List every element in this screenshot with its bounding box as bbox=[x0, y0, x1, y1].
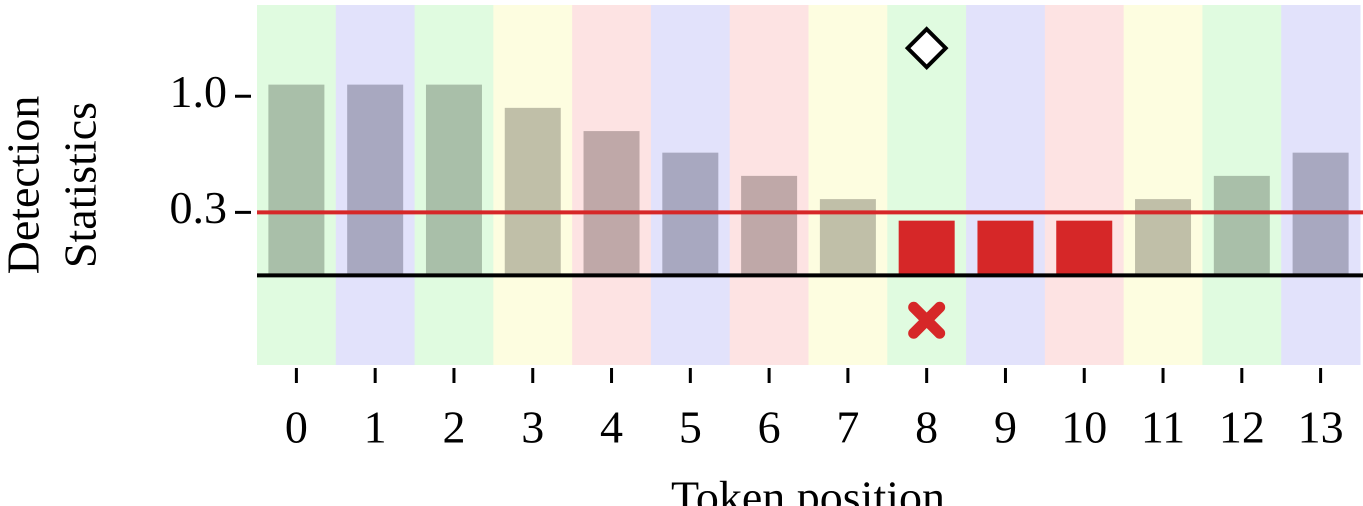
x-tick-label: 7 bbox=[836, 402, 859, 453]
band bbox=[966, 5, 1046, 365]
x-tick-label: 8 bbox=[915, 402, 938, 453]
bar bbox=[1213, 175, 1270, 276]
marker-diamond bbox=[904, 26, 949, 70]
x-tick-label: 6 bbox=[758, 402, 781, 453]
bar bbox=[268, 84, 325, 276]
band bbox=[808, 5, 888, 365]
y-axis-label: Detection bbox=[0, 96, 49, 275]
x-tick-label: 12 bbox=[1219, 402, 1265, 453]
marker-x bbox=[908, 301, 946, 339]
bar bbox=[1056, 220, 1113, 276]
x-tick-label: 3 bbox=[521, 402, 544, 453]
bar bbox=[977, 220, 1034, 276]
x-tick-label: 0 bbox=[285, 402, 308, 453]
x-tick-label: 5 bbox=[679, 402, 702, 453]
x-tick-label: 4 bbox=[600, 402, 623, 453]
x-axis-label: Token position bbox=[671, 472, 945, 506]
bar bbox=[583, 131, 640, 276]
band bbox=[1123, 5, 1203, 365]
bar bbox=[425, 84, 482, 276]
y-tick-label: 0.3 bbox=[170, 182, 228, 233]
x-tick-label: 11 bbox=[1141, 402, 1185, 453]
x-tick-label: 13 bbox=[1298, 402, 1344, 453]
bar bbox=[898, 220, 955, 276]
y-axis-label: Statistics bbox=[55, 102, 106, 268]
bar bbox=[504, 107, 561, 276]
x-tick-label: 10 bbox=[1061, 402, 1107, 453]
bar bbox=[741, 175, 798, 276]
band bbox=[1044, 5, 1125, 365]
y-tick-label: 1.0 bbox=[170, 66, 228, 117]
x-tick-label: 9 bbox=[994, 402, 1017, 453]
x-tick-label: 1 bbox=[364, 402, 387, 453]
bar bbox=[347, 84, 404, 276]
x-tick-label: 2 bbox=[442, 402, 465, 453]
